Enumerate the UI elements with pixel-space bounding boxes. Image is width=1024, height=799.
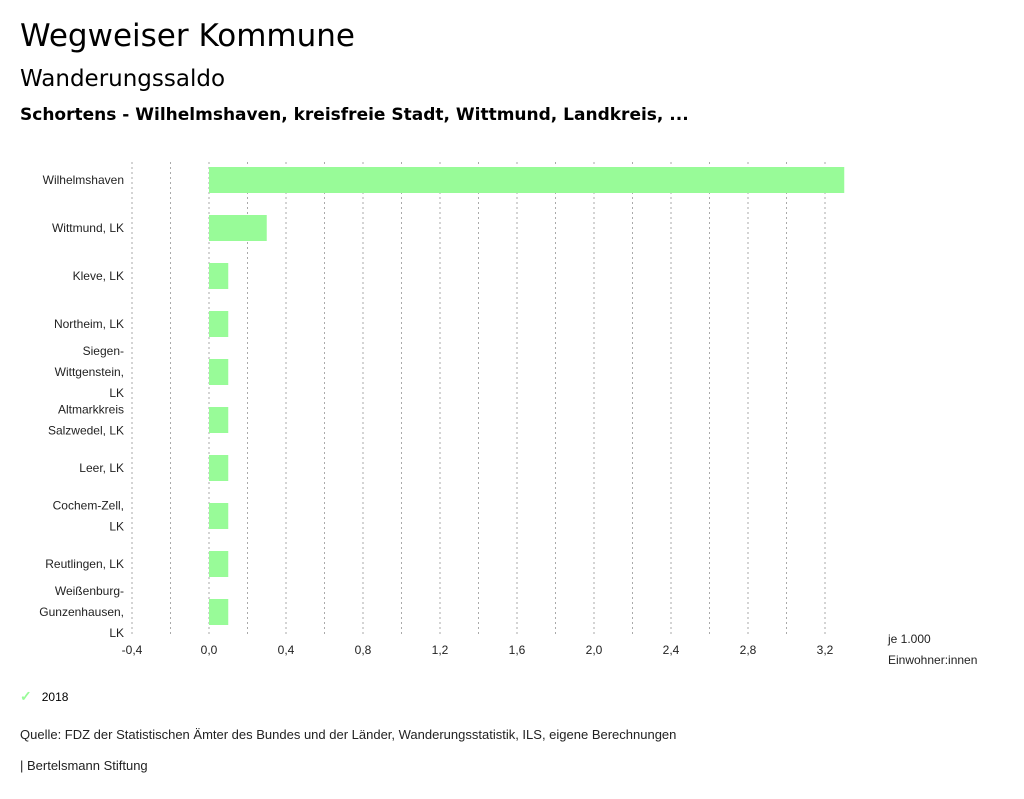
x-tick-label-5: 1,6 <box>509 643 526 657</box>
bar-9[interactable] <box>209 599 229 625</box>
category-label-4-2: LK <box>109 386 124 400</box>
x-tick-label-0: -0,4 <box>122 643 143 657</box>
bar-1[interactable] <box>209 215 267 241</box>
bar-chart: Wilhelmshaven Wittmund, LK Kleve, LK Northe… <box>39 162 977 667</box>
check-icon: ✓ <box>20 688 32 704</box>
bar-2[interactable] <box>209 263 229 289</box>
category-labels: Wilhelmshaven Wittmund, LK Kleve, LK Northe… <box>39 173 124 640</box>
category-label-4-0: Siegen- <box>83 344 124 358</box>
x-axis-label: je 1.000 Einwohner:innen <box>887 632 977 667</box>
x-tick-label-2: 0,4 <box>278 643 295 657</box>
bar-6[interactable] <box>209 455 229 481</box>
bar-5[interactable] <box>209 407 229 433</box>
grid-lines <box>131 162 826 636</box>
x-tick-label-1: 0,0 <box>201 643 218 657</box>
x-tick-label-9: 3,2 <box>817 643 834 657</box>
source-note: Quelle: FDZ der Statistischen Ämter des … <box>20 727 677 742</box>
x-tick-label-8: 2,8 <box>740 643 757 657</box>
x-tick-label-6: 2,0 <box>586 643 603 657</box>
bars <box>209 167 845 625</box>
region-heading: Schortens - Wilhelmshaven, kreisfreie St… <box>20 105 689 125</box>
page-title: Wegweiser Kommune <box>20 18 355 54</box>
category-label-3-0: Northeim, LK <box>54 317 124 331</box>
category-label-0-0: Wilhelmshaven <box>43 173 124 187</box>
x-axis-label-line-0: je 1.000 <box>887 632 931 646</box>
x-tick-label-3: 0,8 <box>355 643 372 657</box>
indicator-subtitle: Wanderungssaldo <box>20 66 226 92</box>
category-label-5-0: Altmarkkreis <box>58 403 124 417</box>
bar-0[interactable] <box>209 167 845 193</box>
category-label-4-1: Wittgenstein, <box>55 365 124 379</box>
category-label-5-1: Salzwedel, LK <box>48 424 124 438</box>
category-label-6-0: Leer, LK <box>79 461 124 475</box>
category-label-8-0: Reutlingen, LK <box>45 557 124 571</box>
bar-4[interactable] <box>209 359 229 385</box>
bar-3[interactable] <box>209 311 229 337</box>
category-label-7-0: Cochem-Zell, <box>53 499 124 513</box>
x-tick-labels: -0,4 0,0 0,4 0,8 1,2 1,6 2,0 2,4 2,8 3,2 <box>122 643 834 657</box>
category-label-7-1: LK <box>109 520 124 534</box>
x-tick-label-4: 1,2 <box>432 643 449 657</box>
bar-7[interactable] <box>209 503 229 529</box>
brand-note: | Bertelsmann Stiftung <box>20 758 148 773</box>
category-label-1-0: Wittmund, LK <box>52 221 124 235</box>
legend-label: 2018 <box>41 689 69 704</box>
bar-8[interactable] <box>209 551 229 577</box>
x-axis-label-line-1: Einwohner:innen <box>888 653 977 667</box>
legend[interactable]: ✓ 2018 <box>20 688 68 705</box>
category-label-2-0: Kleve, LK <box>73 269 124 283</box>
category-label-9-2: LK <box>109 626 124 640</box>
category-label-9-1: Gunzenhausen, <box>39 605 124 619</box>
category-label-9-0: Weißenburg- <box>55 584 124 598</box>
x-tick-label-7: 2,4 <box>663 643 680 657</box>
